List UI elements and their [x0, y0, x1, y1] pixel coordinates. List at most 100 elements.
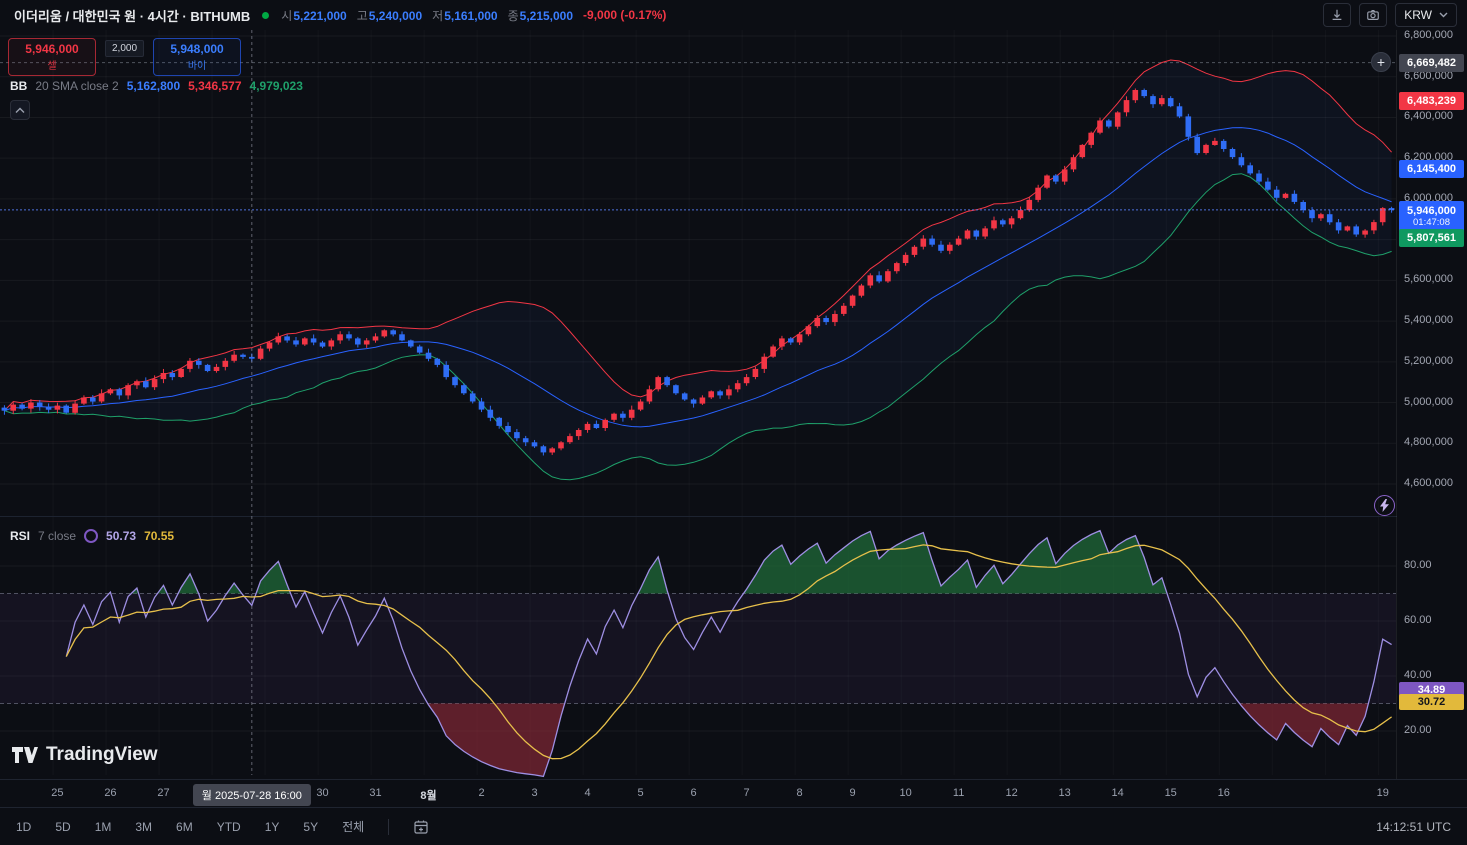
time-axis-label: 19 [1377, 787, 1389, 799]
time-axis[interactable]: 월 2025-07-28 16:00 25 26 27 30 31 8월 2 3 4 5 6 7 8 9 1… [0, 779, 1467, 808]
range-button-1D[interactable]: 1D [16, 820, 31, 834]
download-button[interactable] [1323, 3, 1351, 27]
price-tick-label: 4,600,000 [1404, 477, 1453, 489]
time-axis-label: 8월 [420, 787, 436, 803]
time-axis-label: 27 [157, 787, 169, 799]
range-button-전체[interactable]: 전체 [342, 818, 364, 835]
currency-dropdown[interactable]: KRW [1395, 3, 1457, 27]
time-axis-label: 5 [638, 787, 644, 799]
time-axis-label: 11 [953, 787, 964, 799]
lightning-button[interactable] [1374, 495, 1395, 516]
bb-name: BB [10, 79, 27, 93]
chevron-down-icon [1439, 12, 1448, 18]
buy-button[interactable]: 5,948,000 바이 [153, 38, 241, 76]
close-value: 5,215,000 [520, 9, 573, 23]
time-axis-label: 30 [316, 787, 328, 799]
header-actions: KRW [1323, 3, 1457, 27]
bb-basis-tag: 6,145,400 [1399, 160, 1464, 178]
time-axis-label: 25 [51, 787, 63, 799]
rsi-tick-label: 20.00 [1404, 724, 1432, 736]
chart-canvas[interactable] [0, 30, 1397, 779]
close-field: 종5,215,000 [508, 7, 573, 24]
toolbar-divider [388, 819, 389, 835]
change-value: -9,000 (-0.17%) [583, 8, 666, 22]
go-to-date-button[interactable] [413, 819, 429, 835]
open-field: 시5,221,000 [281, 7, 346, 24]
high-label: 고 [357, 9, 368, 23]
time-axis-label: 14 [1112, 787, 1124, 799]
lightning-icon [1379, 499, 1390, 512]
range-button-5Y[interactable]: 5Y [303, 820, 318, 834]
time-axis-label: 16 [1218, 787, 1230, 799]
sell-label: 셀 [9, 57, 95, 72]
range-button-1Y[interactable]: 1Y [265, 820, 280, 834]
tradingview-mark-icon [12, 746, 38, 764]
time-axis-label: 26 [104, 787, 116, 799]
rsi-tick-label: 60.00 [1404, 614, 1432, 626]
low-value: 5,161,000 [444, 9, 497, 23]
rsi-ma-value: 70.55 [144, 529, 174, 543]
range-button-5D[interactable]: 5D [55, 820, 70, 834]
tradingview-logo-text: TradingView [46, 744, 158, 766]
last-price-value: 5,946,000 [1407, 205, 1456, 218]
price-tick-label: 5,000,000 [1404, 396, 1453, 408]
chart-area[interactable]: 5,946,000 셀 2,000 5,948,000 바이 BB 20 SMA… [0, 30, 1467, 779]
bb-basis-value: 5,162,800 [127, 79, 180, 93]
time-axis-label: 12 [1006, 787, 1018, 799]
open-label: 시 [281, 9, 292, 23]
rsi-params: 7 close [38, 529, 76, 543]
bottom-toolbar: 1D 5D 1M 3M 6M YTD 1Y 5Y 전체 14:12:51 UTC [0, 807, 1467, 845]
time-axis-label: 2 [478, 787, 484, 799]
spread-value: 2,000 [105, 40, 144, 57]
rsi-indicator-legend[interactable]: RSI 7 close 50.73 70.55 [10, 529, 174, 543]
price-tick-label: 5,400,000 [1404, 314, 1453, 326]
bb-indicator-legend[interactable]: BB 20 SMA close 2 5,162,800 5,346,577 4,… [10, 79, 303, 93]
last-price-tag: 5,946,00001:47:08 [1399, 201, 1464, 233]
high-field: 고5,240,000 [357, 7, 422, 24]
chevron-up-icon [15, 107, 25, 114]
price-tick-label: 6,800,000 [1404, 29, 1453, 41]
market-status-dot [262, 12, 269, 19]
tradingview-logo[interactable]: TradingView [12, 744, 158, 766]
crosshair-date-tag: 월 2025-07-28 16:00 [193, 784, 311, 806]
time-axis-label: 10 [900, 787, 912, 799]
order-panel: 5,946,000 셀 2,000 5,948,000 바이 [8, 38, 241, 76]
price-scale[interactable]: 6,800,0006,600,0006,400,0006,200,0006,00… [1396, 30, 1467, 779]
symbol-title[interactable]: 이더리움 / 대한민국 원 · 4시간 · BITHUMB [14, 6, 250, 25]
currency-label: KRW [1404, 8, 1432, 22]
bb-upper-tag: 6,483,239 [1399, 92, 1464, 110]
range-button-3M[interactable]: 3M [135, 820, 152, 834]
add-alert-button[interactable]: + [1371, 52, 1391, 72]
time-axis-label: 13 [1059, 787, 1071, 799]
clock[interactable]: 14:12:51 UTC [1376, 820, 1451, 834]
time-axis-label: 4 [584, 787, 590, 799]
low-label: 저 [432, 9, 443, 23]
camera-icon [1366, 8, 1380, 22]
rsi-ma-tag: 30.72 [1399, 694, 1464, 710]
crosshair-tag: 6,669,482 [1399, 54, 1464, 72]
buy-price: 5,948,000 [154, 42, 240, 56]
camera-button[interactable] [1359, 3, 1387, 27]
collapse-pane-button[interactable] [10, 100, 30, 120]
price-tick-label: 5,200,000 [1404, 355, 1453, 367]
time-axis-label: 8 [797, 787, 803, 799]
range-button-YTD[interactable]: YTD [217, 820, 241, 834]
download-icon [1330, 8, 1344, 22]
price-tick-label: 6,400,000 [1404, 110, 1453, 122]
sell-button[interactable]: 5,946,000 셀 [8, 38, 96, 76]
rsi-tick-label: 40.00 [1404, 669, 1432, 681]
time-axis-label: 9 [850, 787, 856, 799]
low-field: 저5,161,000 [432, 7, 497, 24]
high-value: 5,240,000 [369, 9, 422, 23]
bar-countdown: 01:47:08 [1413, 218, 1450, 229]
time-axis-label: 31 [369, 787, 381, 799]
buy-label: 바이 [154, 57, 240, 72]
rsi-name: RSI [10, 529, 30, 543]
price-tick-label: 4,800,000 [1404, 436, 1453, 448]
time-axis-label: 7 [744, 787, 750, 799]
bb-upper-value: 5,346,577 [188, 79, 241, 93]
time-axis-label: 6 [691, 787, 697, 799]
time-axis-label: 3 [531, 787, 537, 799]
range-button-1M[interactable]: 1M [95, 820, 112, 834]
range-button-6M[interactable]: 6M [176, 820, 193, 834]
